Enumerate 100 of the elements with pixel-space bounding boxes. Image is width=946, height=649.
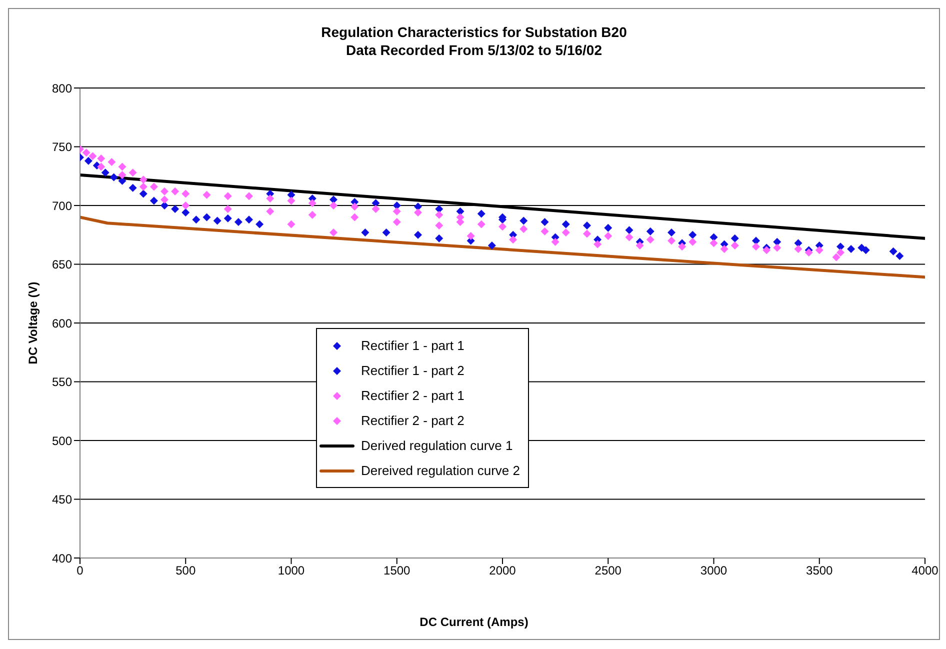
point <box>160 187 168 196</box>
point <box>583 221 591 230</box>
point <box>862 246 870 254</box>
point <box>646 227 654 236</box>
point <box>562 228 570 237</box>
point <box>815 246 824 254</box>
x-tick-label: 4000 <box>912 564 939 578</box>
point <box>192 216 200 224</box>
point <box>128 184 137 192</box>
point <box>889 247 898 256</box>
point <box>392 207 401 216</box>
point <box>678 242 686 251</box>
point <box>773 238 782 246</box>
point <box>477 210 486 218</box>
point <box>266 207 274 216</box>
x-tick-label: 2000 <box>489 564 516 578</box>
point <box>128 168 137 177</box>
point <box>520 216 528 225</box>
point <box>562 220 570 228</box>
point <box>97 154 106 162</box>
y-tick-label: 800 <box>52 81 72 96</box>
point <box>139 190 148 198</box>
point <box>466 232 475 240</box>
legend-label: Derived regulation curve 1 <box>361 438 513 453</box>
point <box>171 187 180 196</box>
point <box>287 190 296 199</box>
point <box>551 238 560 246</box>
point <box>256 220 264 228</box>
point <box>110 173 118 182</box>
point <box>752 242 760 251</box>
point <box>182 190 190 198</box>
point <box>794 239 802 248</box>
point <box>84 156 92 165</box>
point <box>224 192 232 200</box>
x-tick-label: 3500 <box>806 564 834 578</box>
point <box>414 208 422 217</box>
point <box>224 214 232 222</box>
legend-label: Rectifier 2 - part 2 <box>361 413 464 428</box>
point <box>82 148 90 157</box>
point <box>160 202 168 210</box>
x-tick-label: 2500 <box>594 564 622 578</box>
point <box>150 196 158 205</box>
point <box>213 216 222 225</box>
point <box>308 210 316 219</box>
point <box>160 196 168 204</box>
point <box>509 236 518 244</box>
y-tick-label: 700 <box>52 198 72 213</box>
legend-label: Rectifier 1 - part 1 <box>361 338 464 353</box>
point <box>636 241 644 250</box>
point <box>182 208 190 217</box>
point <box>224 205 232 214</box>
point <box>171 205 180 214</box>
point <box>202 213 211 222</box>
legend-label: Dereived regulation curve 2 <box>361 463 520 478</box>
point <box>752 236 760 245</box>
y-tick-label: 450 <box>52 492 72 507</box>
point <box>594 240 602 248</box>
x-tick-label: 1000 <box>278 564 305 578</box>
point <box>118 170 126 179</box>
point <box>150 182 158 191</box>
point <box>350 213 359 222</box>
point <box>245 216 253 224</box>
chart-title: Regulation Characteristics for Substation B20 <box>320 23 628 41</box>
point <box>583 230 591 238</box>
y-tick-label: 400 <box>52 551 72 566</box>
point <box>794 244 802 253</box>
point <box>361 228 370 237</box>
point <box>245 192 253 200</box>
point <box>118 162 126 171</box>
point <box>730 241 739 250</box>
point <box>520 225 528 233</box>
point <box>234 218 242 226</box>
point <box>762 246 771 254</box>
x-tick-label: 500 <box>176 564 196 578</box>
point <box>456 207 464 216</box>
point <box>688 238 697 246</box>
point <box>287 196 296 205</box>
point <box>372 199 380 208</box>
point <box>308 199 316 208</box>
point <box>139 176 148 184</box>
y-axis-title: DC Voltage (V) <box>26 282 40 364</box>
point <box>182 202 190 210</box>
point <box>646 236 654 244</box>
point <box>710 239 718 248</box>
chart-subtitle: Data Recorded From 5/13/02 to 5/16/02 <box>345 41 603 59</box>
point <box>668 228 676 237</box>
point <box>477 220 486 228</box>
point <box>688 230 697 239</box>
point <box>625 233 634 242</box>
point <box>202 190 211 199</box>
point <box>392 202 401 210</box>
point <box>435 210 444 219</box>
point <box>88 152 97 160</box>
point <box>108 158 116 166</box>
point <box>372 205 380 214</box>
point <box>330 228 338 237</box>
point <box>804 248 813 256</box>
point <box>414 230 422 239</box>
x-tick-label: 1500 <box>384 564 411 578</box>
point <box>540 218 549 226</box>
